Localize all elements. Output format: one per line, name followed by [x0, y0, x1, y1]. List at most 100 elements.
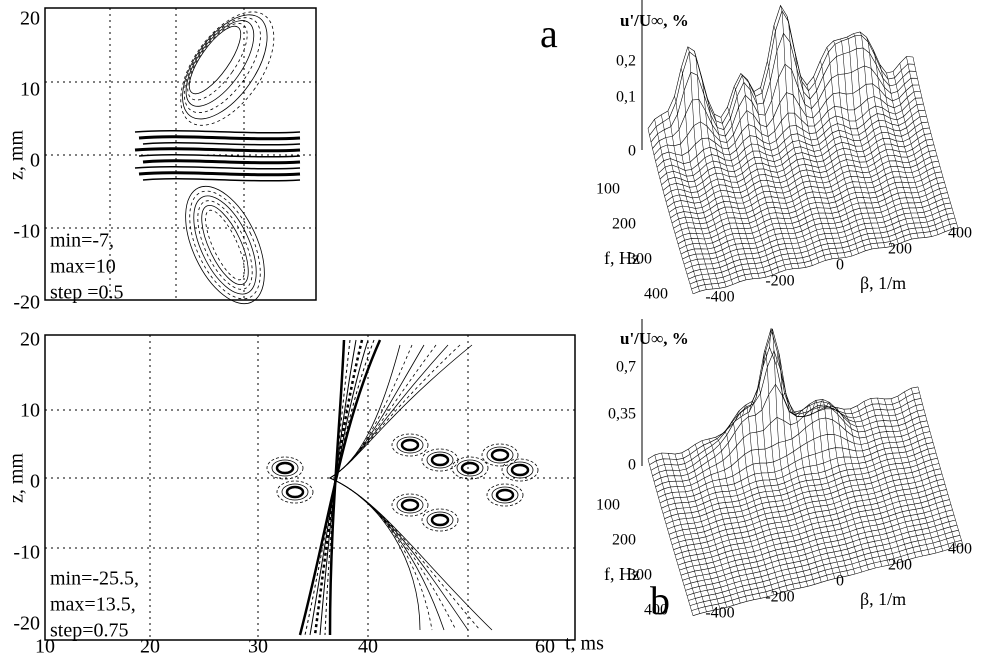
annotation: min=-25.5, — [50, 568, 139, 590]
surface-line — [906, 57, 951, 230]
x-axis-label: t, ms — [565, 633, 604, 655]
z-tick-label: 0,1 — [616, 89, 636, 106]
z-tick-label: 0,7 — [616, 359, 636, 376]
z-tick-label: 0 — [628, 457, 636, 474]
beta-tick-label: 0 — [836, 257, 844, 274]
x-tick-label: 60 — [535, 636, 555, 656]
surface-line — [776, 353, 821, 582]
surface-line — [807, 85, 852, 256]
contour-line — [462, 463, 478, 473]
surface-line — [781, 5, 826, 260]
x-tick-label: 20 — [140, 636, 160, 656]
surface-line — [749, 401, 794, 589]
surface-line — [820, 61, 865, 251]
contour-line — [135, 167, 300, 169]
contour-line — [325, 340, 350, 635]
contour-line — [173, 10, 266, 117]
contour-line — [330, 345, 420, 630]
contour-line — [135, 131, 300, 133]
surface-line — [918, 387, 963, 546]
figure: 20100-10-20z, mmmin=-7,max=10step =0.5au… — [0, 0, 1008, 656]
beta-axis-label: β, 1/m — [860, 273, 906, 293]
surface-line — [651, 33, 916, 142]
contour-line — [492, 450, 508, 460]
beta-tick-label: 0 — [836, 573, 844, 590]
f-tick-label: 100 — [596, 497, 620, 514]
contour-line — [139, 155, 300, 157]
contour-line — [287, 487, 303, 497]
y-tick-label: 20 — [20, 8, 40, 30]
contour-line — [139, 173, 300, 175]
surface-line — [722, 432, 767, 597]
f-tick-label: 400 — [644, 602, 668, 619]
contour-line — [320, 340, 356, 635]
surface-line — [803, 404, 848, 576]
contour-line — [315, 340, 362, 635]
y-tick-label: 10 — [20, 400, 40, 422]
contour-line — [139, 137, 300, 139]
y-tick-label: -10 — [13, 542, 40, 564]
y-tick-label: 20 — [20, 329, 40, 351]
surface-line — [668, 111, 713, 289]
panel-label: a — [540, 11, 558, 56]
x-tick-label: 10 — [35, 636, 55, 656]
contours — [45, 0, 575, 640]
x-tick-label: 40 — [358, 636, 378, 656]
contour-line — [143, 179, 300, 181]
surface-line — [675, 454, 720, 609]
surface-line — [824, 402, 869, 570]
z-tick-label: 0,2 — [616, 53, 636, 70]
y-tick-label: -20 — [13, 613, 40, 635]
beta-tick-label: 400 — [948, 541, 972, 558]
contour-line — [187, 193, 264, 297]
contour-line — [175, 181, 275, 310]
y-axis-label: z, mm — [6, 453, 28, 503]
y-tick-label: -10 — [13, 221, 40, 243]
contour-line — [512, 465, 528, 475]
surface-line — [734, 87, 779, 273]
surface-line — [747, 80, 792, 269]
beta-tick-label: -400 — [705, 605, 734, 622]
contour-line — [135, 149, 300, 151]
contour-line — [402, 440, 418, 450]
surface-line — [770, 329, 815, 585]
contour-line — [181, 187, 269, 303]
surface-line — [653, 351, 923, 476]
contour-line — [432, 455, 448, 465]
contour-line — [277, 463, 293, 473]
x-tick-label: 30 — [248, 636, 268, 656]
z-tick-label: 0,35 — [608, 406, 636, 423]
surface-line — [650, 329, 920, 465]
f-axis-label: f, Hz — [604, 248, 640, 268]
surface-line — [754, 92, 799, 269]
f-tick-label: 200 — [612, 532, 636, 549]
contour-line — [143, 161, 300, 163]
z-axis-label: u'/U∞, % — [620, 329, 689, 348]
contour-line — [432, 515, 448, 525]
f-tick-label: 100 — [596, 181, 620, 198]
y-axis-label: z, mm — [6, 130, 28, 180]
beta-axis-label: β, 1/m — [860, 589, 906, 609]
surface-line — [761, 88, 806, 268]
contour-line — [162, 0, 292, 141]
contour-line — [192, 199, 257, 290]
f-axis-label: f, Hz — [604, 564, 640, 584]
y-tick-label: 0 — [30, 150, 40, 172]
contour-line — [310, 340, 368, 635]
surface-line — [847, 37, 892, 246]
f-tick-label: 400 — [644, 286, 668, 303]
annotation: max=10 — [50, 256, 116, 278]
beta-tick-label: 400 — [948, 225, 972, 242]
y-tick-label: -20 — [13, 292, 40, 314]
beta-tick-label: -200 — [765, 273, 794, 290]
surface-line — [797, 410, 842, 577]
contour-line — [402, 500, 418, 510]
surfaces — [642, 0, 963, 616]
beta-tick-label: 200 — [888, 241, 912, 258]
contour-line — [170, 5, 276, 125]
z-axis-label: u'/U∞, % — [620, 11, 689, 30]
y-tick-label: 0 — [30, 471, 40, 493]
annotation: max=13.5, — [50, 594, 136, 616]
surface-line — [844, 409, 889, 565]
contour-line — [169, 174, 280, 315]
